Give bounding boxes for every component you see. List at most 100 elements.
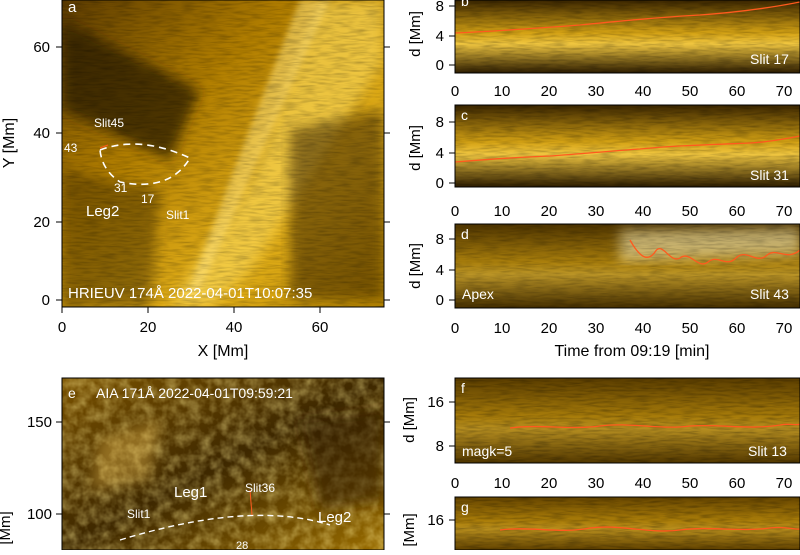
tick-c-0: 0 <box>451 203 459 220</box>
tick-b-0: 0 <box>451 83 459 100</box>
e-label-leg1: Leg1 <box>174 484 207 501</box>
a-ytick-60: 60 <box>33 39 50 56</box>
tick-b-50: 50 <box>682 83 699 100</box>
time-axis-b: 0 10 20 30 40 50 60 70 <box>451 83 793 100</box>
c-panel-letter: c <box>461 107 468 123</box>
b-panel-letter: b <box>461 0 469 9</box>
b-ytick-4: 4 <box>436 28 444 45</box>
c-ytick-0: 0 <box>436 175 444 192</box>
tick-f-60: 60 <box>729 475 746 492</box>
tick-b-30: 30 <box>588 83 605 100</box>
tick-f-10: 10 <box>494 475 511 492</box>
tick-f-30: 30 <box>588 475 605 492</box>
tick-c-60: 60 <box>729 203 746 220</box>
tick-d-20: 20 <box>541 320 558 337</box>
e-label-28: 28 <box>236 540 248 550</box>
d-apex-label: Apex <box>462 286 494 302</box>
a-xtick-40: 40 <box>226 319 243 336</box>
tick-f-70: 70 <box>776 475 793 492</box>
e-label-leg2: Leg2 <box>318 509 351 526</box>
e-label-slit1: Slit1 <box>127 507 151 521</box>
a-ytick-40: 40 <box>33 125 50 142</box>
tick-b-40: 40 <box>635 83 652 100</box>
f-magk-label: magk=5 <box>462 443 512 459</box>
panel-a-image <box>62 0 384 307</box>
a-label-slit45: Slit45 <box>94 116 124 130</box>
g-ylabel: [Mm] <box>401 513 418 546</box>
tick-c-10: 10 <box>494 203 511 220</box>
time-axis-d: 0 10 20 30 40 50 60 70 Time from 09:19 [… <box>451 320 793 360</box>
b-track-line <box>454 1 800 34</box>
time-axis-f: 0 10 20 30 40 50 60 70 <box>451 475 793 492</box>
tick-f-20: 20 <box>541 475 558 492</box>
panel-e: 150 100 [Mm] e AIA 171Å 2022-04-01T09:59… <box>0 377 390 552</box>
a-label-31: 31 <box>114 181 128 195</box>
a-label-leg2: Leg2 <box>86 203 119 220</box>
tick-c-40: 40 <box>635 203 652 220</box>
d-track-line <box>629 239 800 265</box>
tick-b-60: 60 <box>729 83 746 100</box>
f-track-line <box>509 423 800 429</box>
f-slit-label: Slit 13 <box>748 443 787 459</box>
d-slit-label: Slit 43 <box>750 286 789 302</box>
panel-b: 0 4 8 d [Mm] b Slit 17 <box>407 0 800 74</box>
g-panel-letter: g <box>461 499 469 515</box>
e-panel-letter: e <box>68 385 76 401</box>
d-ytick-0: 0 <box>436 292 444 309</box>
b-slit-label: Slit 17 <box>750 51 789 67</box>
e-ytick-100: 100 <box>27 506 52 523</box>
tick-c-70: 70 <box>776 203 793 220</box>
a-ylabel: Y [Mm] <box>1 118 18 168</box>
g-track-line <box>499 526 800 532</box>
tick-c-30: 30 <box>588 203 605 220</box>
c-ytick-4: 4 <box>436 145 444 162</box>
d-ytick-4: 4 <box>436 262 444 279</box>
a-label-slit1: Slit1 <box>166 208 190 222</box>
panel-g: 16 [Mm] g <box>401 496 800 551</box>
tick-f-0: 0 <box>451 475 459 492</box>
a-panel-letter: a <box>68 0 77 16</box>
panel-f: 16 8 d [Mm] f magk=5 Slit 13 <box>401 377 800 464</box>
c-track-line <box>454 135 800 163</box>
panel-d: 0 4 8 d [Mm] d Apex Slit 43 <box>407 223 800 309</box>
tick-f-40: 40 <box>635 475 652 492</box>
tick-d-70: 70 <box>776 320 793 337</box>
c-slit-label: Slit 31 <box>750 167 789 183</box>
tick-f-50: 50 <box>682 475 699 492</box>
e-ylabel: [Mm] <box>0 511 14 544</box>
a-xlabel: X [Mm] <box>198 343 249 360</box>
b-ylabel: d [Mm] <box>407 11 424 57</box>
d-ylabel: d [Mm] <box>407 243 424 289</box>
tick-c-50: 50 <box>682 203 699 220</box>
tick-b-10: 10 <box>494 83 511 100</box>
tick-b-20: 20 <box>541 83 558 100</box>
a-label-43: 43 <box>64 141 78 155</box>
tick-d-60: 60 <box>729 320 746 337</box>
f-ylabel: d [Mm] <box>401 397 418 443</box>
a-xtick-20: 20 <box>140 319 157 336</box>
a-xtick-60: 60 <box>312 319 329 336</box>
tick-d-0: 0 <box>451 320 459 337</box>
time-axis-label: Time from 09:19 [min] <box>554 343 709 360</box>
d-panel-letter: d <box>461 226 469 242</box>
f-ytick-8: 8 <box>436 438 444 455</box>
a-xtick-0: 0 <box>58 319 66 336</box>
tick-d-40: 40 <box>635 320 652 337</box>
a-label-17: 17 <box>141 192 155 206</box>
tick-b-70: 70 <box>776 83 793 100</box>
f-ytick-16: 16 <box>427 394 444 411</box>
b-ytick-8: 8 <box>436 0 444 15</box>
tick-d-30: 30 <box>588 320 605 337</box>
a-ytick-0: 0 <box>42 292 50 309</box>
tick-c-20: 20 <box>541 203 558 220</box>
f-panel-letter: f <box>461 380 465 396</box>
g-ytick-16: 16 <box>427 512 444 529</box>
e-caption: AIA 171Å 2022-04-01T09:59:21 <box>96 385 293 401</box>
d-ytick-8: 8 <box>436 231 444 248</box>
panel-e-image <box>62 378 384 550</box>
c-ytick-8: 8 <box>436 114 444 131</box>
a-ytick-20: 20 <box>33 214 50 231</box>
c-ylabel: d [Mm] <box>407 125 424 171</box>
a-caption: HRIEUV 174Å 2022-04-01T10:07:35 <box>68 285 312 302</box>
